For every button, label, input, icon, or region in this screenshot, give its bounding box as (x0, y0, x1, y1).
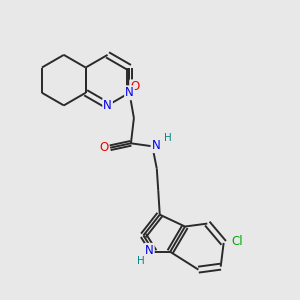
Text: H: H (164, 133, 172, 143)
Text: N: N (145, 244, 154, 257)
Text: H: H (137, 256, 145, 266)
Text: N: N (125, 86, 134, 99)
Text: N: N (152, 139, 160, 152)
Text: O: O (99, 141, 108, 154)
Text: O: O (130, 80, 140, 93)
Text: Cl: Cl (231, 235, 243, 248)
Text: N: N (103, 99, 112, 112)
